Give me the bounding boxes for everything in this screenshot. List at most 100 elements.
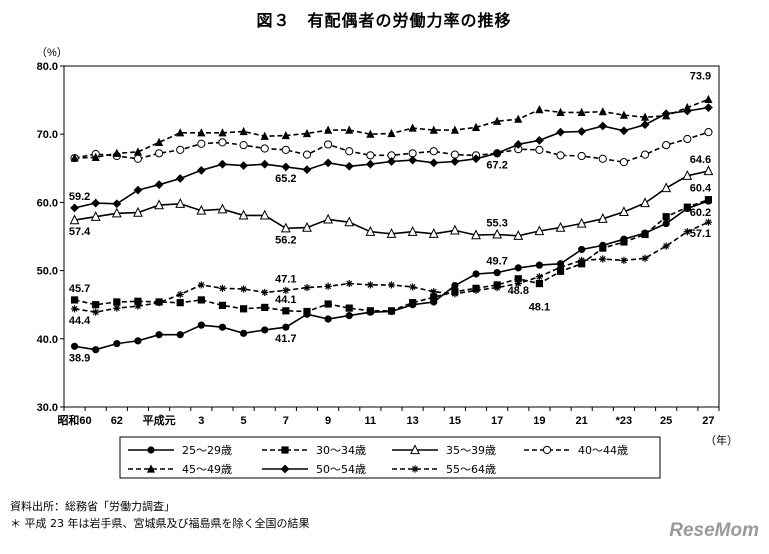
series-point (345, 304, 353, 312)
series-point (430, 288, 438, 296)
series-point (324, 300, 332, 308)
data-label: 73.9 (690, 70, 711, 82)
series-point (598, 121, 608, 131)
series-point (260, 144, 269, 153)
series-point (449, 224, 460, 235)
series-point (661, 109, 671, 119)
series-point (175, 174, 185, 183)
x-tick-label: 19 (533, 415, 545, 427)
legend-label: 30～34歳 (316, 444, 366, 457)
series-point (91, 152, 100, 161)
series-point (134, 302, 142, 310)
legend-marker (410, 444, 420, 455)
data-label: 48.1 (529, 302, 550, 314)
series-point (365, 159, 375, 169)
series-point (620, 256, 628, 264)
series-point (218, 159, 227, 169)
series-point (535, 273, 544, 281)
data-label: 45.7 (69, 283, 90, 295)
series-point (366, 151, 375, 160)
series-point (555, 221, 566, 232)
series-point (303, 307, 311, 316)
x-tick-label: 27 (702, 415, 714, 427)
legend-label: 25～29歳 (182, 444, 232, 457)
series-point (111, 207, 122, 218)
series-point (387, 128, 396, 138)
series-point (471, 229, 481, 240)
series-point (197, 281, 205, 289)
series-point (365, 226, 376, 236)
data-label: 48.8 (508, 285, 529, 297)
x-tick-label: 平成元 (143, 413, 176, 427)
series-point (70, 305, 79, 313)
data-labels: 59.2 57.4 45.7 44.4 38.9 65.2 56.2 47.1 44.1 41.7… (69, 70, 712, 364)
series-point (387, 157, 396, 166)
series-point (324, 125, 333, 134)
y-axis: 30.0 40.0 50.0 60.0 70.0 80.0 (37, 61, 64, 414)
series-point (599, 255, 607, 263)
source-note: 資料出所：総務省「労働力調査」 (10, 500, 175, 513)
series-point (281, 162, 291, 172)
series-point (176, 331, 184, 339)
series-point (91, 198, 101, 208)
series-point (92, 308, 100, 316)
series-point (366, 307, 374, 315)
series-point (493, 116, 502, 125)
legend-label: 50～54歳 (316, 463, 366, 476)
series-point (556, 151, 565, 160)
series-point (429, 125, 438, 134)
series-point (556, 107, 565, 116)
series-point (407, 226, 418, 236)
chart-title: 図３ 有配偶者の労働力率の推移 (256, 11, 511, 30)
series-point (641, 230, 649, 239)
series-point (704, 94, 713, 104)
series-point (535, 261, 544, 269)
x-axis-unit: （年） (705, 433, 738, 447)
legend-label: 55～64歳 (446, 463, 496, 476)
series-point (556, 267, 565, 275)
series-line (74, 170, 709, 237)
legend-label: 35～39歳 (446, 444, 496, 457)
legend-marker (411, 465, 419, 473)
series-point (239, 126, 248, 136)
series-markers (69, 94, 714, 354)
x-tick-label: 25 (660, 415, 672, 427)
series-point (450, 157, 460, 166)
data-label: 60.4 (690, 183, 712, 195)
series-point (112, 148, 121, 157)
series-point (302, 221, 312, 232)
series-point (303, 284, 311, 292)
series-point (703, 165, 714, 176)
series-point (197, 321, 205, 329)
legend-box (119, 436, 661, 479)
data-label: 44.1 (275, 294, 296, 306)
series-point (197, 296, 205, 304)
series-point (472, 270, 480, 278)
series-point (534, 225, 545, 236)
series-point (428, 228, 439, 238)
data-label: 60.2 (690, 207, 711, 219)
series-point (704, 218, 713, 226)
series-point (619, 206, 629, 217)
series-point (662, 213, 670, 221)
series-point (239, 285, 248, 293)
series-point (113, 339, 121, 348)
series-point (429, 147, 438, 156)
series-point (92, 301, 100, 309)
series-point (386, 228, 397, 238)
series-point (409, 283, 417, 291)
series-point (134, 297, 142, 305)
series-point (597, 213, 608, 223)
series-point (176, 299, 184, 307)
series-point (598, 154, 607, 163)
data-label: 38.9 (69, 352, 90, 364)
y-axis-unit: （%） (36, 46, 68, 59)
series-point (239, 161, 248, 170)
series-point (514, 264, 522, 272)
y-tick-label: 60.0 (37, 197, 58, 209)
series-point (154, 199, 164, 210)
series-point (69, 214, 80, 225)
series-point (260, 131, 269, 140)
series-point (261, 303, 269, 312)
series-point (239, 141, 248, 150)
